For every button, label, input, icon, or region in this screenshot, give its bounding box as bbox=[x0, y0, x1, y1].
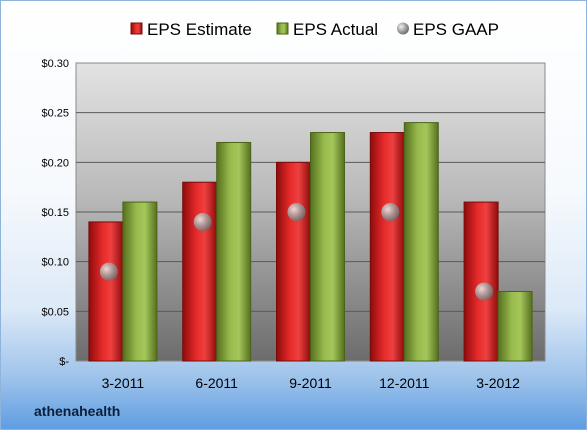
x-category-label: 9-2011 bbox=[289, 375, 332, 391]
bar-eps-actual bbox=[122, 201, 158, 362]
marker-eps-gaap bbox=[193, 212, 212, 231]
y-tick-label: $0.20 bbox=[41, 157, 69, 169]
y-tick-label: $- bbox=[59, 356, 69, 368]
legend-label: EPS GAAP bbox=[413, 20, 499, 39]
bar-eps-actual bbox=[216, 141, 252, 362]
legend-swatch bbox=[397, 22, 409, 35]
company-label: athenahealth bbox=[34, 403, 121, 419]
legend-label: EPS Estimate bbox=[147, 20, 252, 39]
x-category-label: 3-2011 bbox=[102, 375, 145, 391]
bar-eps-estimate bbox=[463, 201, 499, 362]
marker-eps-gaap bbox=[287, 203, 306, 221]
bar-eps-actual bbox=[310, 132, 345, 362]
x-category-label: 12-2011 bbox=[379, 375, 430, 391]
y-tick-label: $0.05 bbox=[41, 306, 69, 318]
legend-swatch bbox=[130, 22, 143, 35]
y-tick-label: $0.15 bbox=[41, 207, 69, 219]
bar-eps-estimate bbox=[276, 161, 311, 362]
bar-eps-estimate bbox=[369, 132, 405, 362]
y-tick-label: $0.30 bbox=[41, 58, 69, 70]
bar-eps-actual bbox=[403, 122, 439, 362]
y-tick-label: $0.10 bbox=[41, 257, 69, 269]
bar-eps-actual bbox=[497, 290, 533, 362]
x-category-label: 6-2011 bbox=[195, 375, 238, 391]
marker-eps-gaap bbox=[475, 282, 494, 301]
legend-label: EPS Actual bbox=[293, 20, 378, 39]
x-category-label: 3-2012 bbox=[476, 375, 520, 391]
marker-eps-gaap bbox=[381, 203, 400, 221]
bar-eps-estimate bbox=[88, 221, 124, 362]
legend-swatch bbox=[276, 22, 289, 35]
bar-eps-estimate bbox=[182, 181, 218, 362]
y-tick-label: $0.25 bbox=[41, 108, 69, 120]
marker-eps-gaap bbox=[99, 262, 118, 281]
